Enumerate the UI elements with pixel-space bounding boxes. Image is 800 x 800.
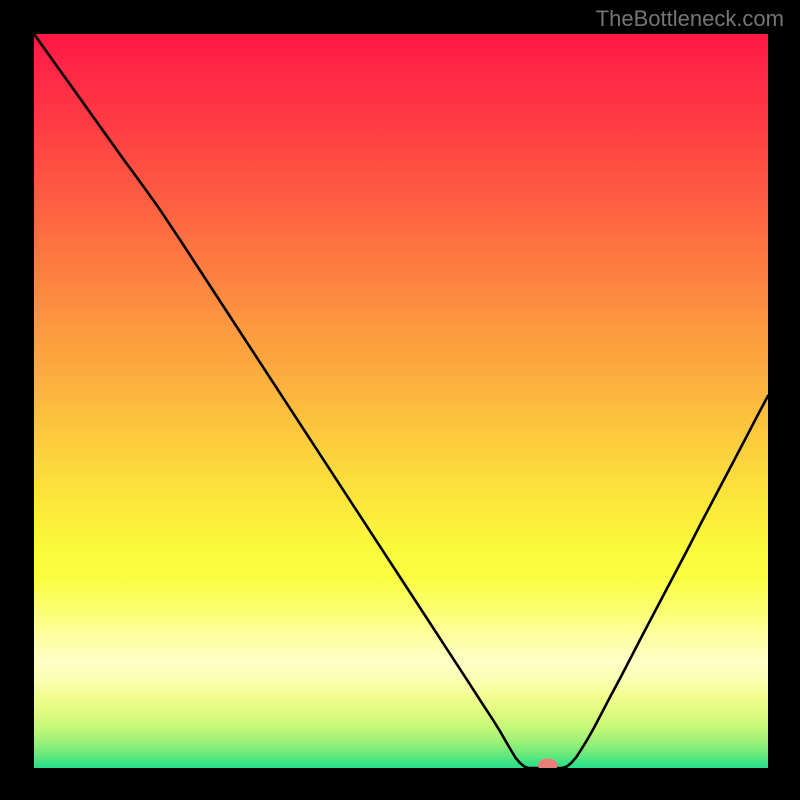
watermark-label: TheBottleneck.com — [596, 6, 784, 32]
gradient-background — [34, 34, 768, 768]
plot-svg — [34, 34, 768, 768]
plot-area — [34, 34, 768, 768]
chart-stage: TheBottleneck.com — [0, 0, 800, 800]
